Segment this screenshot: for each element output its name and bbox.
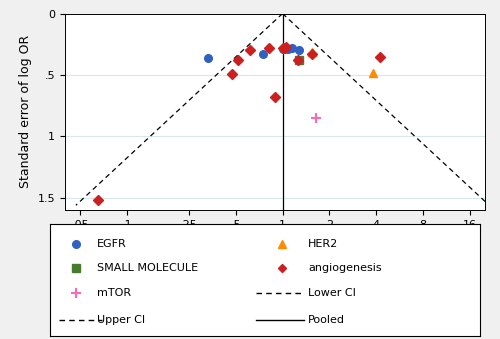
Text: SMALL MOLECULE: SMALL MOLECULE — [98, 263, 198, 274]
Y-axis label: Standard error of log OR: Standard error of log OR — [19, 35, 32, 188]
Text: mTOR: mTOR — [98, 288, 132, 298]
Text: HER2: HER2 — [308, 239, 338, 249]
Text: Upper CI: Upper CI — [98, 315, 146, 325]
Text: Lower CI: Lower CI — [308, 288, 356, 298]
X-axis label: Odds ratio: Odds ratio — [242, 236, 308, 248]
Text: Pooled: Pooled — [308, 315, 345, 325]
Text: angiogenesis: angiogenesis — [308, 263, 382, 274]
Text: EGFR: EGFR — [98, 239, 127, 249]
